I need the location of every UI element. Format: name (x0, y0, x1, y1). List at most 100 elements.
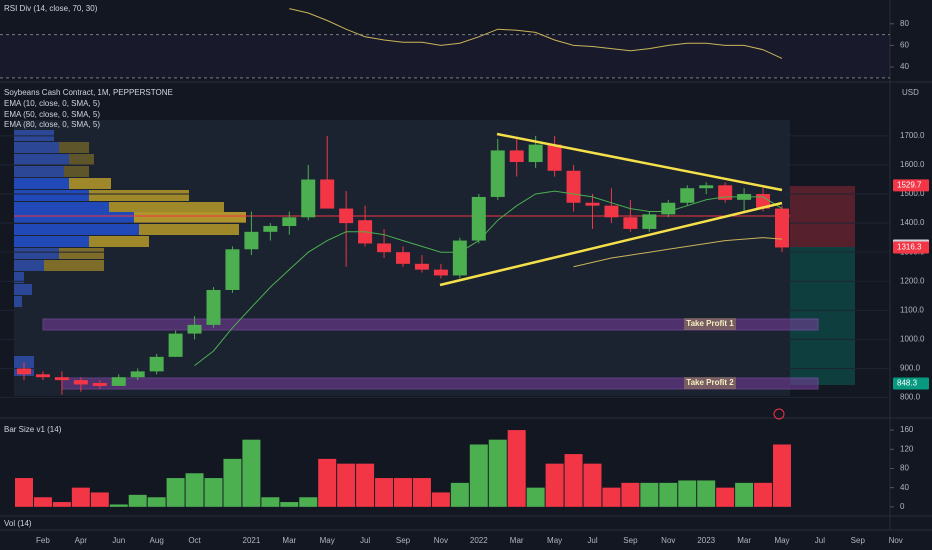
x-tick-label: Oct (188, 536, 201, 545)
candle-body (490, 150, 505, 197)
price-tag (893, 241, 929, 254)
candle-body (168, 333, 183, 357)
x-tick-label: Jun (112, 536, 125, 545)
bar-size-bar (337, 463, 356, 507)
x-tick-label: Jul (360, 536, 370, 545)
y-tick-label: 1100.0 (900, 305, 924, 314)
bar-size-bar (754, 482, 773, 507)
y-tick-label: 1400.0 (900, 218, 925, 227)
profile-bar (109, 202, 224, 213)
x-tick-label: May (774, 536, 789, 545)
candle-body (699, 185, 714, 189)
rsi-tick-label: 60 (900, 41, 909, 50)
stop-zone (790, 186, 855, 247)
y-tick-label: 1500.0 (900, 189, 925, 198)
bar-size-bar (507, 430, 526, 507)
x-tick-label: Aug (150, 536, 164, 545)
rsi-line (289, 8, 783, 59)
profile-bar (14, 296, 22, 307)
bar-size-bar (697, 480, 716, 507)
profile-bar (44, 260, 104, 271)
ema-line (194, 190, 783, 366)
bar-size-bar (242, 439, 261, 507)
bar-size-bar (583, 463, 602, 507)
candle-body (301, 179, 316, 218)
annotation: Take Profit 1 (686, 319, 734, 328)
profile-bar (14, 190, 89, 201)
rsi-tick-label: 40 (900, 62, 909, 71)
bar-size-tick-label: 160 (900, 425, 914, 434)
bar-size-bar (545, 463, 564, 507)
x-tick-label: Mar (282, 536, 296, 545)
bar-size-bar (450, 482, 469, 507)
profile-bar (14, 224, 139, 235)
profile-bar (14, 284, 32, 295)
x-tick-label: Nov (434, 536, 448, 545)
study-legend: EMA (80, close, 0, SMA, 5) (4, 120, 100, 129)
candle-body (623, 217, 638, 229)
profile-bar (134, 212, 246, 223)
candle-body (566, 170, 581, 203)
x-tick-label: 2023 (697, 536, 715, 545)
candle-body (377, 243, 392, 253)
bar-size-bar (166, 478, 185, 507)
price-tag-label: 1316.3 (897, 243, 922, 252)
candle-body (282, 217, 297, 227)
profile-bar (14, 142, 59, 153)
bar-size-bar (261, 497, 280, 507)
candle-body (54, 377, 69, 381)
rsi-tick-label: 80 (900, 19, 909, 28)
price-tag-label: 1529.7 (897, 181, 922, 190)
profile-bar (14, 260, 44, 271)
candle-body (187, 324, 202, 334)
bar-size-bar (659, 482, 678, 507)
candle-body (414, 263, 429, 270)
candle-body (206, 289, 221, 325)
y-tick-label: 1700.0 (900, 131, 925, 140)
rsi-title: RSI Div (14, close, 70, 30) (4, 4, 98, 13)
candle-body (452, 240, 467, 276)
rsi-band (0, 34, 890, 78)
x-tick-label: Feb (36, 536, 50, 545)
y-tick-label: 1600.0 (900, 160, 925, 169)
x-tick-label: May (547, 536, 562, 545)
candle-body (547, 144, 562, 171)
bar-size-bar (147, 497, 166, 507)
candle-body (718, 185, 733, 200)
bar-size-bar (735, 482, 754, 507)
take-profit-zone (42, 318, 819, 331)
bar-size-bar (488, 439, 507, 507)
profile-bar (14, 166, 64, 177)
annotation-bg (684, 377, 736, 389)
bar-size-bar (185, 473, 204, 507)
event-icon[interactable] (773, 408, 785, 420)
bar-size-bar (431, 492, 450, 507)
profile-bar (14, 154, 69, 165)
trend-line-lower (439, 201, 783, 287)
bar-size-bar (33, 497, 52, 507)
bar-size-bar (621, 482, 640, 507)
bar-size-bar (71, 487, 90, 507)
price-tag (893, 179, 929, 192)
bar-size-bar (640, 482, 659, 507)
candle-body (263, 226, 278, 232)
profile-bar (14, 202, 109, 213)
bar-size-bar (564, 454, 583, 507)
price-tag-label: 848.3 (897, 379, 918, 388)
candle-body (585, 202, 600, 206)
x-tick-label: 2021 (243, 536, 261, 545)
bar-size-bar (128, 494, 147, 507)
currency-label: USD (902, 88, 919, 97)
x-tick-label: Mar (737, 536, 751, 545)
candle-body (604, 205, 619, 218)
bar-size-bar (109, 504, 128, 507)
candle-body (339, 208, 354, 224)
x-tick-label: Sep (851, 536, 866, 545)
volume-title: Vol (14) (4, 519, 32, 528)
candle-body (149, 356, 164, 372)
symbol-title: Soybeans Cash Contract, 1M, PEPPERSTONE (4, 88, 173, 97)
candle-body (642, 214, 657, 229)
candle-body (509, 150, 524, 163)
bar-size-tick-label: 0 (900, 502, 905, 511)
